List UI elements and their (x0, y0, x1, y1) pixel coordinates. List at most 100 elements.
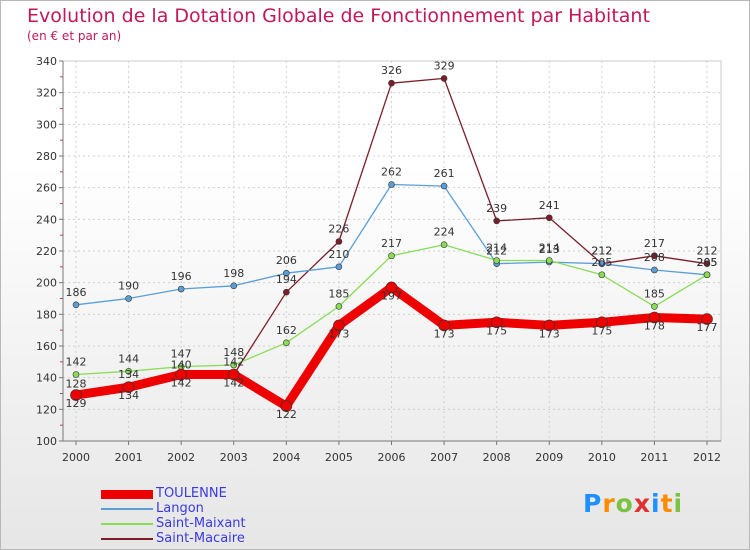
data-label-saint-maixant: 147 (171, 348, 192, 361)
data-label-saint-maixant: 148 (223, 346, 244, 359)
data-label-toulenne: 178 (644, 320, 665, 333)
data-point-toulenne (701, 313, 713, 325)
y-tick-label: 240 (36, 213, 57, 226)
data-label-saint-maixant: 205 (591, 256, 612, 269)
data-point-langon (598, 260, 606, 267)
data-point-saint-maixant (598, 271, 606, 279)
y-tick-label: 100 (36, 435, 57, 448)
logo-letter: x (633, 489, 651, 518)
y-tick-label: 340 (36, 55, 57, 68)
data-point-saint-macaire (703, 260, 711, 267)
data-label-saint-macaire: 140 (171, 359, 192, 372)
data-label-saint-macaire: 212 (591, 245, 612, 258)
y-tick-label: 180 (36, 308, 57, 321)
data-point-saint-maixant (230, 361, 238, 369)
data-point-langon (125, 295, 132, 302)
data-label-toulenne: 175 (486, 324, 507, 337)
legend-label-saint-maixant: Saint-Maixant (156, 516, 246, 531)
x-tick-label: 2011 (640, 451, 668, 464)
legend-swatch-saint-maixant (101, 523, 153, 525)
data-label-saint-maixant: 214 (486, 242, 507, 255)
data-point-toulenne (596, 316, 608, 329)
data-label-toulenne: 175 (591, 324, 612, 337)
legend-label-langon: Langon (156, 501, 204, 516)
data-label-saint-maixant: 214 (539, 242, 560, 255)
data-label-toulenne: 173 (539, 327, 560, 340)
data-label-toulenne: 134 (118, 389, 139, 402)
data-point-saint-macaire (440, 75, 448, 82)
data-label-toulenne: 173 (328, 327, 349, 340)
chart-title: Evolution de la Dotation Globale de Fonc… (27, 5, 650, 27)
data-point-toulenne (122, 381, 135, 393)
x-tick-label: 2009 (535, 451, 563, 464)
y-tick-label: 260 (36, 182, 57, 195)
proxiti-logo: Proxiti (583, 489, 683, 518)
data-point-saint-maixant (283, 339, 290, 347)
data-point-langon (388, 181, 395, 188)
data-label-saint-macaire: 194 (276, 273, 297, 286)
data-label-toulenne: 197 (381, 289, 402, 302)
data-point-toulenne (70, 389, 82, 401)
data-point-saint-maixant (651, 303, 658, 310)
data-point-toulenne (543, 319, 556, 332)
data-label-saint-macaire: 326 (381, 64, 402, 77)
data-label-saint-macaire: 239 (486, 202, 507, 215)
data-label-langon: 190 (118, 280, 139, 293)
data-point-saint-maixant (703, 271, 711, 279)
x-tick-label: 2012 (693, 451, 721, 464)
logo-letter: r (602, 489, 616, 518)
data-label-langon: 208 (644, 251, 665, 264)
data-label-toulenne: 173 (434, 327, 455, 340)
data-label-langon: 212 (591, 245, 612, 258)
data-label-toulenne: 142 (171, 377, 192, 390)
data-point-saint-maixant (440, 241, 448, 248)
data-point-toulenne (333, 319, 345, 332)
x-tick-label: 2003 (220, 451, 248, 464)
data-label-saint-maixant: 217 (381, 237, 402, 250)
data-label-saint-macaire: 128 (66, 378, 87, 391)
data-point-langon (283, 269, 290, 277)
data-point-langon (230, 282, 238, 290)
data-label-langon: 196 (171, 270, 192, 283)
data-point-toulenne (227, 368, 240, 381)
data-label-saint-maixant: 205 (697, 256, 718, 269)
data-point-saint-macaire (651, 252, 658, 260)
data-point-saint-maixant (493, 257, 500, 264)
data-point-saint-macaire (335, 238, 343, 245)
data-label-saint-macaire: 241 (539, 199, 560, 212)
data-label-langon: 206 (276, 254, 297, 267)
legend-label-saint-macaire: Saint-Macaire (156, 531, 245, 546)
data-point-toulenne (385, 281, 398, 294)
data-point-saint-maixant (72, 371, 80, 378)
data-point-toulenne (438, 319, 450, 332)
legend-swatch-toulenne (101, 489, 153, 499)
data-label-langon: 213 (539, 243, 560, 256)
x-tick-label: 2005 (325, 451, 353, 464)
data-point-langon (335, 263, 343, 271)
data-point-saint-maixant (545, 257, 553, 264)
data-label-langon: 198 (223, 267, 244, 280)
data-label-langon: 262 (381, 166, 402, 179)
data-point-toulenne (280, 400, 293, 412)
y-tick-label: 200 (36, 277, 57, 290)
data-point-langon (72, 301, 80, 309)
data-point-saint-macaire (283, 288, 290, 296)
data-point-langon (651, 266, 658, 274)
y-tick-label: 220 (36, 245, 57, 258)
data-label-langon: 212 (486, 245, 507, 258)
legend-swatch-saint-macaire (101, 538, 153, 540)
data-point-saint-macaire (493, 217, 500, 225)
x-tick-label: 2001 (115, 451, 143, 464)
y-tick-label: 120 (36, 403, 57, 416)
data-label-toulenne: 122 (276, 408, 297, 421)
x-tick-label: 2004 (272, 451, 300, 464)
data-point-langon (440, 182, 448, 190)
data-label-toulenne: 177 (697, 321, 718, 334)
data-point-saint-maixant (125, 368, 132, 375)
logo-letter: t (660, 489, 674, 518)
logo-letter: i (651, 489, 661, 518)
y-tick-label: 140 (36, 372, 57, 385)
data-label-langon: 261 (434, 167, 455, 180)
data-point-saint-macaire (545, 214, 553, 222)
data-label-langon: 186 (66, 286, 87, 299)
